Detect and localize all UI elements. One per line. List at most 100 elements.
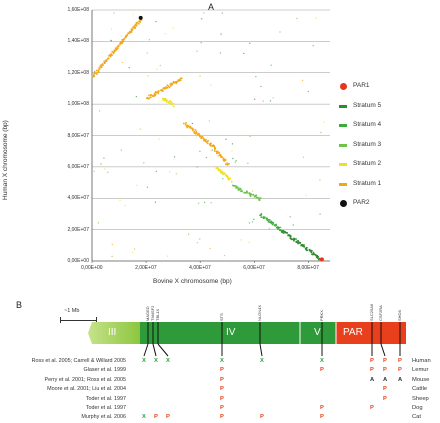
data-point (163, 98, 165, 100)
noise-point (320, 131, 322, 134)
data-point (185, 122, 187, 124)
data-point (268, 219, 271, 221)
data-point (135, 23, 138, 25)
data-point (233, 185, 235, 187)
noise-point (155, 20, 157, 23)
data-point (123, 38, 125, 40)
data-point (203, 138, 206, 141)
marker: P (383, 386, 387, 393)
data-point (167, 85, 170, 88)
data-point (210, 142, 212, 145)
data-point (289, 234, 292, 237)
data-point (105, 59, 108, 61)
data-point (130, 28, 133, 31)
x-tick-label: 8,00E+07 (297, 265, 319, 271)
noise-point (319, 179, 321, 181)
x-tick-label: 2,00E+07 (135, 265, 157, 271)
data-point (97, 71, 100, 73)
data-point (263, 216, 266, 219)
marker: P (370, 367, 374, 374)
data-point (270, 220, 273, 223)
noise-point (221, 12, 223, 14)
data-point (259, 197, 262, 199)
data-point (166, 86, 168, 89)
data-point (285, 231, 288, 234)
species-label: Cattle (412, 386, 428, 393)
data-point (109, 55, 112, 58)
data-point (221, 170, 224, 173)
noise-point (143, 162, 145, 164)
gene-ticks (143, 322, 401, 357)
stratum-5-segment (300, 322, 336, 344)
noise-point (251, 190, 254, 192)
data-point (194, 133, 197, 135)
data-point (98, 67, 100, 69)
data-point (308, 249, 311, 251)
region-label-III: III (108, 327, 117, 338)
noise-point (312, 45, 314, 47)
y-tick-label: 1,40E+08 (67, 38, 89, 45)
data-point (134, 23, 137, 26)
data-point (200, 137, 203, 139)
noise-point (210, 84, 212, 86)
data-point (215, 167, 218, 169)
data-point (278, 226, 281, 229)
data-point (111, 54, 113, 57)
data-point (273, 224, 276, 226)
noise-point (201, 18, 203, 20)
data-point (293, 239, 295, 242)
data-point (138, 15, 143, 20)
data-point (252, 193, 254, 196)
y-tick-label: 8,00E+07 (67, 132, 89, 139)
data-point (226, 163, 229, 166)
marker: P (320, 405, 324, 411)
gene-connector (380, 343, 386, 357)
noise-point (199, 238, 201, 240)
legend-swatch (339, 143, 347, 147)
data-point (154, 91, 157, 93)
data-point (215, 150, 218, 153)
data-point (303, 244, 305, 246)
noise-point (124, 204, 126, 207)
data-point (249, 195, 252, 198)
data-point (258, 199, 261, 201)
data-point (287, 234, 289, 237)
marker: X (220, 358, 224, 364)
data-point (91, 76, 94, 78)
marker: P (220, 376, 224, 383)
data-point (186, 125, 188, 127)
data-point (293, 237, 295, 240)
gene-connector (259, 343, 263, 357)
data-point (164, 99, 166, 101)
data-point (120, 42, 122, 44)
data-point (210, 145, 212, 147)
data-point (212, 145, 214, 147)
data-point (202, 137, 205, 140)
species-label: Cat (412, 414, 422, 421)
marker: P (220, 405, 224, 411)
marker: P (220, 367, 224, 374)
data-point (121, 42, 123, 45)
gene-label: TBL1X (155, 308, 160, 321)
noise-point (103, 157, 105, 159)
noise-point (175, 173, 177, 175)
data-point (162, 99, 164, 101)
data-point (195, 132, 197, 134)
data-point (239, 188, 242, 190)
noise-point (111, 255, 113, 257)
data-point (154, 92, 156, 95)
marker: A (383, 376, 388, 383)
noise-point (196, 242, 198, 244)
data-point (240, 190, 242, 192)
noise-point (111, 243, 113, 246)
data-point (172, 80, 175, 83)
noise-point (323, 121, 325, 123)
data-point (217, 169, 220, 172)
legend-swatch (339, 104, 347, 108)
data-point (130, 31, 133, 33)
data-point (163, 87, 166, 89)
data-point (297, 239, 299, 242)
data-point (224, 159, 227, 161)
data-point (255, 196, 258, 199)
